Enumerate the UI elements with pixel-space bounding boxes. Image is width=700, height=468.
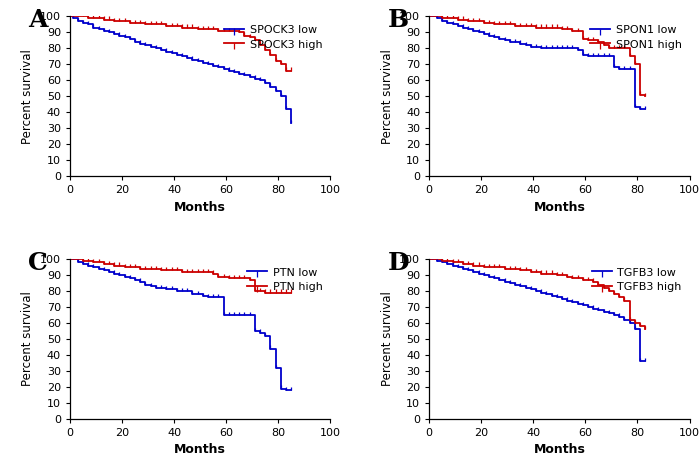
Y-axis label: Percent survival: Percent survival bbox=[22, 292, 34, 387]
Y-axis label: Percent survival: Percent survival bbox=[381, 292, 393, 387]
Text: A: A bbox=[29, 8, 48, 32]
Legend: PTN low, PTN high: PTN low, PTN high bbox=[245, 265, 325, 294]
Text: D: D bbox=[388, 251, 409, 275]
X-axis label: Months: Months bbox=[533, 201, 585, 214]
Legend: SPOCK3 low, SPOCK3 high: SPOCK3 low, SPOCK3 high bbox=[222, 22, 325, 52]
Text: B: B bbox=[388, 8, 409, 32]
Legend: SPON1 low, SPON1 high: SPON1 low, SPON1 high bbox=[588, 22, 684, 52]
Legend: TGFB3 low, TGFB3 high: TGFB3 low, TGFB3 high bbox=[589, 265, 684, 294]
Text: C: C bbox=[29, 251, 48, 275]
Y-axis label: Percent survival: Percent survival bbox=[381, 49, 393, 144]
X-axis label: Months: Months bbox=[174, 201, 226, 214]
Y-axis label: Percent survival: Percent survival bbox=[22, 49, 34, 144]
X-axis label: Months: Months bbox=[533, 444, 585, 456]
X-axis label: Months: Months bbox=[174, 444, 226, 456]
